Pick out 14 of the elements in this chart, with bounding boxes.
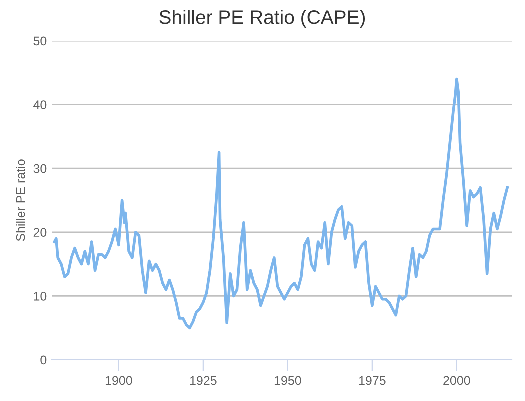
- chart-title: Shiller PE Ratio (CAPE): [160, 10, 366, 28]
- y-tick-label: 30: [34, 164, 47, 174]
- y-tick-label: 0: [40, 356, 47, 365]
- line-series: [53, 78, 509, 330]
- y-tick-label: 20: [34, 228, 47, 238]
- y-tick-label: 10: [34, 292, 47, 301]
- x-tick-label: 1900: [106, 376, 132, 386]
- y-tick-label: 50: [34, 36, 47, 46]
- x-tick-label: 1975: [359, 376, 386, 386]
- x-tick-label: 2000: [444, 376, 470, 386]
- x-tick-label: 1950: [274, 376, 302, 386]
- y-tick-label: 40: [34, 100, 47, 110]
- x-tick-label: 1925: [190, 376, 217, 386]
- y-axis-title: Shiller PE ratio: [16, 160, 26, 242]
